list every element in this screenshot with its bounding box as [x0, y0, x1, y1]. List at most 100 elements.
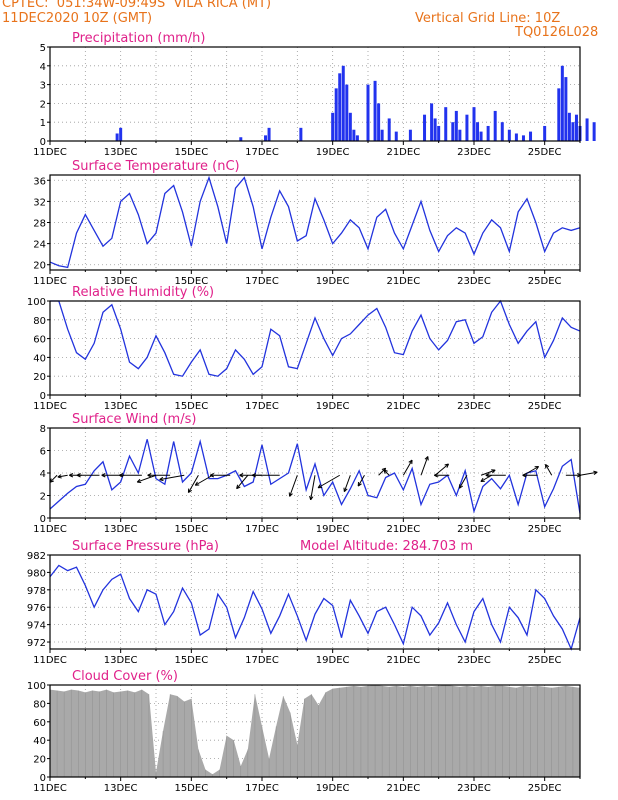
wind-arrow [383, 469, 390, 476]
precip-bar [472, 107, 476, 141]
wind-arrow-head [434, 473, 439, 478]
panel-temperature: 20 24 28 32 36 11DEC 13DEC 15DEC 17DEC 19DEC 21DEC… [33, 159, 581, 287]
wind-arrow-shaft [378, 467, 387, 476]
wind-arrow [57, 474, 68, 479]
y-tick-label: 3 [40, 81, 46, 92]
wind-arrow-head [136, 478, 142, 483]
panel-frame [49, 684, 581, 778]
wind-arrow-shaft [310, 475, 316, 500]
precip-bar [514, 133, 518, 141]
precip-bar [574, 114, 578, 141]
temperature-line [49, 175, 581, 269]
wind-arrow-shaft [159, 474, 185, 481]
x-tick-label: 17DEC [245, 655, 279, 666]
wind-arrow-head [251, 473, 256, 478]
pressure-line [49, 564, 581, 651]
panel-title: Relative Humidity (%) [72, 285, 214, 300]
y-tick-label: 4 [40, 469, 46, 480]
wind-arrow [579, 470, 598, 476]
precip-bar [585, 118, 589, 141]
y-tick-label: 60 [33, 718, 46, 729]
wind-arrow-shaft [236, 474, 249, 489]
wind-arrow [317, 474, 340, 489]
wind-arrow-shaft [57, 474, 68, 478]
precip-bar [500, 122, 504, 141]
y-tick-label: 100 [27, 297, 46, 308]
x-tick-label: 21DEC [386, 655, 420, 666]
panel-humidity: 0 20 40 60 80 100 11DEC 13DEC 15DEC 17DEC 19DEC 21D… [27, 285, 581, 412]
precip-bar [334, 88, 338, 141]
wind-arrow-shaft [383, 469, 390, 476]
precip-bar [479, 131, 483, 141]
precip-bar [366, 84, 370, 141]
precip-bar [267, 127, 271, 141]
wind-arrow [49, 474, 58, 483]
wind-arrow-head [522, 473, 527, 478]
x-tick-label: 21DEC [386, 401, 420, 412]
panel-frame [49, 554, 581, 650]
x-tick-label: 23DEC [457, 401, 491, 412]
wind-arrow-shaft [357, 474, 365, 487]
wind-arrow [119, 473, 142, 478]
precip-bar [239, 137, 243, 141]
wind-arrow-head [534, 466, 540, 471]
precip-bar [423, 114, 427, 141]
panel-wind: 0 2 4 6 8 11DEC 13DEC 15DEC 17DEC 19DEC 21DEC 23DEC… [33, 412, 598, 535]
wind-arrow [544, 464, 553, 476]
wind-arrow-shaft [579, 471, 598, 476]
precip-bar [119, 127, 123, 141]
precip-bar [454, 110, 458, 141]
wind-arrow-head [101, 473, 106, 478]
precip-bar [564, 77, 568, 141]
panel-frame [49, 46, 581, 142]
wind-arrow-shaft [459, 475, 468, 489]
wind-arrow [187, 474, 199, 493]
header-date: 11DEC2020 10Z (GMT) [2, 11, 153, 26]
y-tick-label: 6 [40, 447, 46, 458]
y-tick-label: 20 [33, 372, 46, 383]
x-tick-label: 15DEC [174, 147, 208, 158]
precip-bar [476, 122, 480, 141]
wind-arrow [485, 473, 506, 478]
precip-bar [338, 73, 342, 141]
wind-arrow [288, 475, 298, 497]
x-tick-label: 21DEC [386, 147, 420, 158]
precip-bar [458, 129, 462, 141]
wind-arrow [480, 469, 496, 476]
y-tick-label: 32 [33, 197, 46, 208]
precip-bar [348, 112, 352, 141]
precip-bar [486, 125, 490, 141]
panel-frame [49, 300, 581, 396]
wind-arrow [458, 475, 468, 489]
panel-frame [49, 427, 581, 519]
wind-arrow [147, 473, 171, 478]
x-tick-label: 19DEC [316, 401, 350, 412]
precip-bar [451, 122, 455, 141]
panel-title: Cloud Cover (%) [72, 669, 178, 684]
panel-frame [49, 174, 581, 271]
precip-bar [543, 125, 547, 141]
x-tick-label: 11DEC [33, 276, 67, 287]
wind-arrow [420, 456, 429, 476]
y-tick-label: 20 [33, 755, 46, 766]
x-tick-label: 19DEC [316, 147, 350, 158]
x-tick-label: 25DEC [528, 276, 562, 287]
wind-arrow-head [236, 484, 241, 490]
precip-bar [352, 129, 356, 141]
x-tick-label: 17DEC [245, 524, 279, 535]
header-grid-line: Vertical Grid Line: 10Z [415, 11, 561, 26]
header-run-id: TQ0126L028 [515, 25, 599, 40]
wind-arrow-head [317, 484, 323, 489]
x-tick-label: 15DEC [174, 655, 208, 666]
x-tick-label: 11DEC [33, 655, 67, 666]
panel-title: Surface Temperature (nC) [72, 159, 240, 174]
x-tick-label: 15DEC [174, 401, 208, 412]
wind-arrow-shaft [317, 474, 340, 489]
precip-bar [521, 135, 525, 141]
precip-bar [444, 107, 448, 141]
precip-bar [299, 127, 303, 141]
y-tick-label: 978 [27, 586, 46, 597]
wind-arrow [159, 474, 185, 482]
y-tick-label: 28 [33, 219, 46, 230]
